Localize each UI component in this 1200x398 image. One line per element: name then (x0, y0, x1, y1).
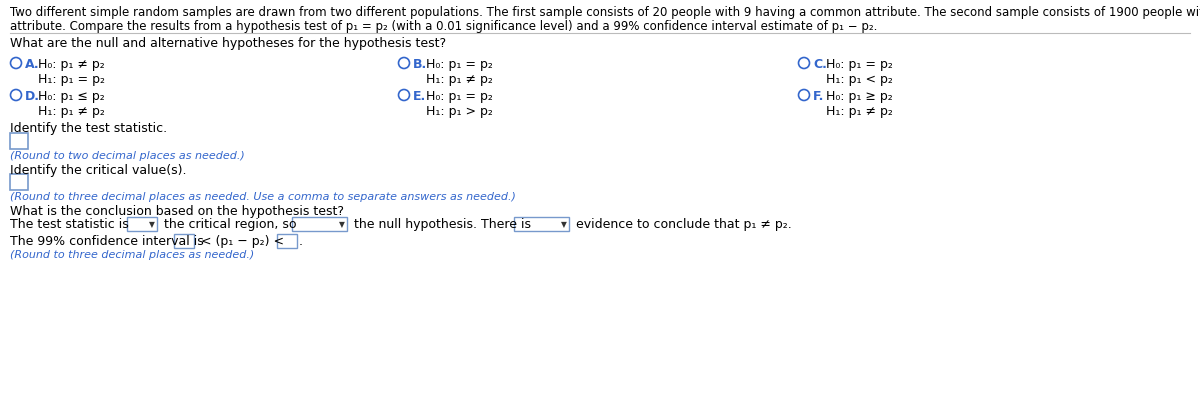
Text: H₀: p₁ ≤ p₂: H₀: p₁ ≤ p₂ (38, 90, 104, 103)
Text: H₀: p₁ = p₂: H₀: p₁ = p₂ (426, 58, 493, 71)
Text: The test statistic is: The test statistic is (10, 218, 133, 231)
Text: the critical region, so: the critical region, so (160, 218, 300, 231)
Text: H₁: p₁ ≠ p₂: H₁: p₁ ≠ p₂ (38, 105, 104, 118)
Text: (Round to three decimal places as needed.): (Round to three decimal places as needed… (10, 250, 254, 260)
Text: H₁: p₁ = p₂: H₁: p₁ = p₂ (38, 73, 106, 86)
Text: What are the null and alternative hypotheses for the hypothesis test?: What are the null and alternative hypoth… (10, 37, 446, 50)
FancyBboxPatch shape (515, 217, 570, 231)
Text: H₀: p₁ = p₂: H₀: p₁ = p₂ (826, 58, 893, 71)
FancyBboxPatch shape (277, 234, 296, 248)
Text: H₀: p₁ ≠ p₂: H₀: p₁ ≠ p₂ (38, 58, 104, 71)
Text: F.: F. (814, 90, 824, 103)
Text: H₁: p₁ < p₂: H₁: p₁ < p₂ (826, 73, 893, 86)
Text: attribute. Compare the results from a hypothesis test of p₁ = p₂ (with a 0.01 si: attribute. Compare the results from a hy… (10, 20, 877, 33)
Text: Identify the test statistic.: Identify the test statistic. (10, 122, 167, 135)
FancyBboxPatch shape (292, 217, 347, 231)
Text: (Round to three decimal places as needed. Use a comma to separate answers as nee: (Round to three decimal places as needed… (10, 192, 516, 202)
Text: What is the conclusion based on the hypothesis test?: What is the conclusion based on the hypo… (10, 205, 344, 218)
Text: The 99% confidence interval is: The 99% confidence interval is (10, 235, 208, 248)
Text: D.: D. (25, 90, 40, 103)
Text: H₁: p₁ ≠ p₂: H₁: p₁ ≠ p₂ (826, 105, 893, 118)
FancyBboxPatch shape (127, 217, 156, 231)
Text: E.: E. (413, 90, 426, 103)
Text: B.: B. (413, 58, 427, 71)
Text: H₁: p₁ ≠ p₂: H₁: p₁ ≠ p₂ (426, 73, 493, 86)
FancyBboxPatch shape (10, 133, 28, 149)
Text: H₀: p₁ ≥ p₂: H₀: p₁ ≥ p₂ (826, 90, 893, 103)
Text: the null hypothesis. There is: the null hypothesis. There is (350, 218, 535, 231)
Text: < (p₁ − p₂) <: < (p₁ − p₂) < (197, 235, 288, 248)
Text: (Round to two decimal places as needed.): (Round to two decimal places as needed.) (10, 151, 245, 161)
Text: ▼: ▼ (149, 220, 155, 230)
Text: Identify the critical value(s).: Identify the critical value(s). (10, 164, 186, 177)
Text: H₀: p₁ = p₂: H₀: p₁ = p₂ (426, 90, 493, 103)
Text: ▼: ▼ (562, 220, 568, 230)
FancyBboxPatch shape (174, 234, 194, 248)
FancyBboxPatch shape (10, 174, 28, 190)
Text: Two different simple random samples are drawn from two different populations. Th: Two different simple random samples are … (10, 6, 1200, 19)
Text: ▼: ▼ (340, 220, 344, 230)
Text: H₁: p₁ > p₂: H₁: p₁ > p₂ (426, 105, 493, 118)
Text: C.: C. (814, 58, 827, 71)
Text: evidence to conclude that p₁ ≠ p₂.: evidence to conclude that p₁ ≠ p₂. (572, 218, 792, 231)
Text: A.: A. (25, 58, 40, 71)
Text: .: . (299, 235, 302, 248)
